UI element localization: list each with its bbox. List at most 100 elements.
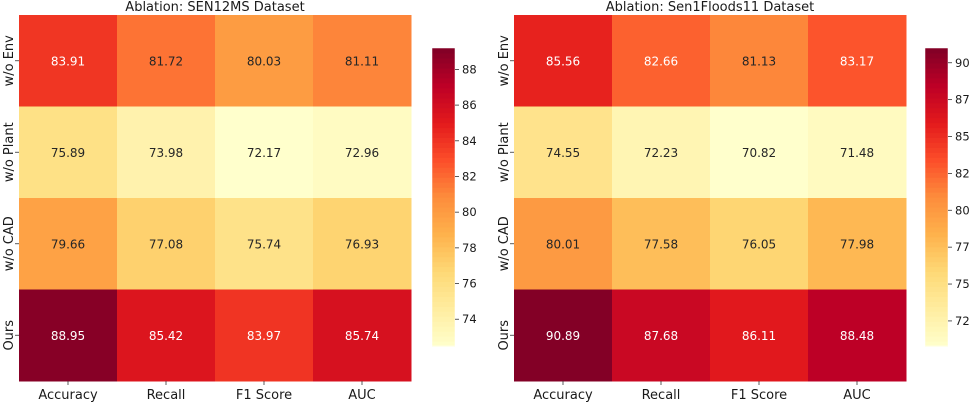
colorbar-tick-label: 80 (462, 205, 477, 219)
cell-value-label: 75.89 (51, 146, 85, 160)
colorbar-segment (432, 246, 455, 253)
colorbar-segment (925, 102, 948, 109)
colorbar-segment (432, 251, 455, 258)
heatmap-cell (514, 15, 613, 107)
colorbar-tick-label: 76 (462, 277, 477, 291)
colorbar-segment (432, 52, 455, 59)
colorbar-segment (925, 286, 948, 292)
cell-value-label: 77.98 (840, 237, 874, 251)
colorbar-segment (432, 187, 455, 193)
colorbar-segment (432, 301, 455, 307)
colorbar-segment (925, 296, 948, 302)
colorbar-segment (925, 211, 948, 218)
colorbar-segment (432, 276, 455, 283)
colorbar-segment (432, 107, 455, 114)
cell-value-label: 83.91 (51, 54, 85, 68)
heatmap-cell (612, 15, 711, 107)
colorbar-segment (925, 127, 948, 134)
colorbar-segment (925, 206, 948, 213)
cell-value-label: 80.03 (247, 54, 281, 68)
colorbar-segment (925, 331, 948, 337)
column-label: Accuracy (533, 388, 593, 403)
colorbar-tick-label: 85.0 (955, 130, 969, 144)
colorbar-segment (925, 82, 948, 89)
colorbar-segment (432, 226, 455, 233)
colorbar-segment (925, 187, 948, 193)
colorbar-segment (432, 266, 455, 273)
colorbar-segment (432, 137, 455, 143)
heatmap-cell (710, 15, 809, 107)
colorbar-segment (432, 201, 455, 208)
cell-value-label: 73.98 (149, 146, 183, 160)
colorbar-segment (432, 316, 455, 322)
colorbar-segment (432, 216, 455, 223)
colorbar-segment (925, 291, 948, 297)
heatmap-cell (215, 106, 314, 199)
cell-value-label: 88.95 (51, 329, 85, 343)
colorbar-segment (925, 266, 948, 273)
colorbar-segment (925, 201, 948, 208)
colorbar-frame (431, 47, 456, 347)
cell-value-label: 70.82 (742, 146, 776, 160)
colorbar-segment (925, 301, 948, 307)
colorbar-tick-label: 87.5 (955, 93, 969, 107)
column-label: F1 Score (236, 388, 292, 403)
row-label: w/o CAD (2, 216, 17, 271)
colorbar-segment (925, 197, 948, 203)
cell-value-label: 87.68 (644, 329, 678, 343)
colorbar-segment (925, 316, 948, 322)
heatmap-cell (313, 106, 412, 199)
colorbar-segment (925, 67, 948, 74)
heatmap-cell (514, 289, 613, 382)
cell-value-label: 90.89 (546, 329, 580, 343)
cell-value-label: 72.23 (644, 146, 678, 160)
heatmap-cell (514, 106, 613, 199)
heatmap-cell (808, 289, 907, 382)
chart-title: Ablation: Sen1Floods11 Dataset (606, 0, 815, 15)
cell-value-label: 72.17 (247, 146, 281, 160)
colorbar-tick-label: 86 (462, 98, 477, 112)
cell-value-label: 83.17 (840, 54, 874, 68)
cell-value-label: 77.58 (644, 237, 678, 251)
colorbar-segment (925, 336, 948, 342)
colorbar-segment (432, 286, 455, 292)
colorbar-segment (925, 281, 948, 287)
column-label: Accuracy (38, 388, 98, 403)
heatmap-cell (117, 198, 216, 290)
colorbar-segment (432, 336, 455, 342)
colorbar-segment (925, 72, 948, 79)
colorbar-tick-label: 90.0 (955, 56, 969, 70)
colorbar-segment (432, 167, 455, 173)
colorbar-segment (925, 221, 948, 228)
cell-value-label: 75.74 (247, 237, 281, 251)
colorbar-segment (925, 122, 948, 129)
colorbar-segment (432, 271, 455, 278)
colorbar-segment (432, 57, 455, 64)
colorbar-segment (432, 117, 455, 124)
cell-value-label: 72.96 (345, 146, 379, 160)
row-label: w/o Env (497, 35, 512, 87)
colorbar-segment (432, 122, 455, 129)
colorbar-segment (925, 231, 948, 238)
colorbar-segment (925, 236, 948, 243)
colorbar-segment (925, 226, 948, 233)
colorbar-frame (924, 47, 949, 347)
colorbar-segment (432, 72, 455, 79)
heatmap-cell (612, 106, 711, 199)
row-label: w/o CAD (497, 216, 512, 271)
colorbar-segment (925, 57, 948, 64)
cell-value-label: 81.72 (149, 54, 183, 68)
heatmap-cell (215, 289, 314, 382)
colorbar-segment (925, 162, 948, 168)
colorbar-tick-label: 82.5 (955, 166, 969, 180)
colorbar-segment (925, 137, 948, 143)
colorbar-segment (925, 182, 948, 188)
colorbar-segment (925, 326, 948, 332)
colorbar-segment (925, 152, 948, 158)
heatmap-cell (117, 15, 216, 107)
heatmap-cell (710, 106, 809, 199)
colorbar-tick-label: 72.5 (955, 314, 969, 328)
colorbar-segment (432, 321, 455, 327)
colorbar-segment (432, 296, 455, 302)
column-label: AUC (843, 388, 871, 403)
